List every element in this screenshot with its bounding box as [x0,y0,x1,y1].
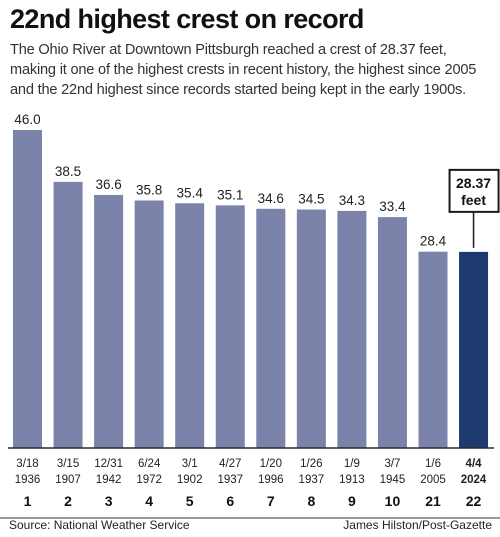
tick-label-date: 6/24 [138,458,161,470]
callout-value: 28.37 [456,175,491,191]
tick-label-year: 1936 [15,474,41,486]
tick-label-date: 3/7 [384,458,400,470]
bar-value-label: 36.6 [95,177,121,192]
tick-label-rank: 10 [385,493,401,509]
tick-label-date: 1/9 [344,458,360,470]
tick-label-rank: 2 [64,493,72,509]
bar [94,194,124,448]
bar-value-label: 28.4 [420,234,447,249]
bar [296,209,326,448]
bar [377,217,407,448]
credit-note: James Hilston/Post-Gazette [343,518,492,532]
bar-value-label: 46.0 [14,112,40,127]
tick-label-rank: 8 [307,493,315,509]
chart-title: 22nd highest crest on record [10,4,364,34]
tick-label-year: 1937 [217,474,243,486]
tick-label-year: 1945 [380,474,406,486]
tick-label-date: 3/15 [57,458,79,470]
tick-label-date: 3/1 [182,458,198,470]
bar [418,251,448,448]
bar [215,205,245,448]
tick-label-year: 1902 [177,474,203,486]
tick-label-date: 4/27 [219,458,241,470]
tick-label-rank: 9 [348,493,356,509]
tick-label-year: 2024 [461,474,487,486]
tick-label-year: 1942 [96,474,122,486]
bar-value-label: 34.6 [258,191,284,206]
source-note: Source: National Weather Service [9,518,190,532]
tick-label-rank: 1 [24,493,32,509]
bar-value-label: 33.4 [379,199,406,214]
tick-label-date: 12/31 [94,458,123,470]
bar [134,200,164,448]
bar [13,130,42,448]
tick-label-rank: 21 [425,493,441,509]
tick-label-date: 3/18 [16,458,38,470]
tick-label-year: 1996 [258,474,284,486]
bar-value-label: 35.1 [217,187,243,202]
tick-label-year: 2005 [420,474,446,486]
tick-label-date: 1/6 [425,458,441,470]
bar [53,181,83,448]
tick-label-date: 1/26 [300,458,322,470]
tick-label-year: 1972 [136,474,162,486]
bar [256,208,286,448]
bar-value-label: 35.4 [177,185,204,200]
callout-unit: feet [461,192,486,208]
callout-box [448,168,500,213]
tick-label-rank: 6 [226,493,234,509]
tick-label-date: 1/20 [260,458,282,470]
tick-label-year: 1937 [299,474,325,486]
tick-label-rank: 4 [145,493,153,509]
bar-value-label: 34.3 [339,193,365,208]
bar-value-label: 35.8 [136,183,162,198]
tick-label-date: 4/4 [466,458,483,470]
bar-highlight [459,251,489,448]
tick-label-rank: 5 [186,493,194,509]
tick-label-rank: 22 [466,493,482,509]
tick-label-year: 1913 [339,474,365,486]
tick-label-rank: 3 [105,493,113,509]
chart-subtitle: The Ohio River at Downtown Pittsburgh re… [10,42,477,98]
tick-label-rank: 7 [267,493,275,509]
bar-value-label: 34.5 [298,192,324,207]
bar-value-label: 38.5 [55,164,81,179]
bar [175,203,205,448]
bar [337,210,367,448]
tick-label-year: 1907 [55,474,81,486]
